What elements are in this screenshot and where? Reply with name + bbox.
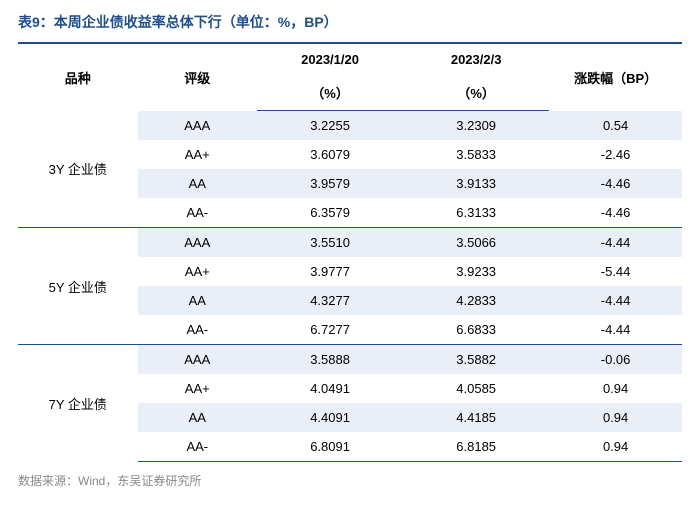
cell-rating: AAA xyxy=(138,228,258,258)
cell-value-1: 3.9579 xyxy=(257,169,403,198)
cell-value-2: 4.4185 xyxy=(403,403,549,432)
data-source: 数据来源：Wind，东吴证券研究所 xyxy=(18,472,682,489)
cell-value-2: 6.8185 xyxy=(403,432,549,462)
col-date2-unit: （%） xyxy=(403,75,549,111)
cell-value-2: 3.9133 xyxy=(403,169,549,198)
cell-value-2: 3.2309 xyxy=(403,111,549,141)
cell-value-2: 3.5066 xyxy=(403,228,549,258)
group-label: 5Y 企业债 xyxy=(18,228,138,345)
cell-rating: AA+ xyxy=(138,374,258,403)
cell-rating: AA+ xyxy=(138,140,258,169)
cell-rating: AA- xyxy=(138,198,258,228)
table-row: 7Y 企业债AAA3.58883.5882-0.06 xyxy=(18,345,682,375)
col-change: 涨跌幅（BP） xyxy=(549,43,682,111)
cell-value-1: 4.3277 xyxy=(257,286,403,315)
cell-change: 0.94 xyxy=(549,432,682,462)
cell-rating: AA xyxy=(138,169,258,198)
cell-value-1: 6.3579 xyxy=(257,198,403,228)
col-date1: 2023/1/20 xyxy=(257,43,403,75)
cell-change: 0.54 xyxy=(549,111,682,141)
col-variety: 品种 xyxy=(18,43,138,111)
cell-value-1: 3.9777 xyxy=(257,257,403,286)
cell-value-2: 3.9233 xyxy=(403,257,549,286)
cell-rating: AA- xyxy=(138,432,258,462)
cell-change: -4.46 xyxy=(549,169,682,198)
col-rating: 评级 xyxy=(138,43,258,111)
table-title: 表9：本周企业债收益率总体下行（单位：%，BP） xyxy=(18,12,682,32)
cell-value-2: 4.2833 xyxy=(403,286,549,315)
cell-change: -4.44 xyxy=(549,228,682,258)
cell-value-1: 3.5888 xyxy=(257,345,403,375)
table-body: 3Y 企业债AAA3.22553.23090.54AA+3.60793.5833… xyxy=(18,111,682,462)
cell-value-1: 4.4091 xyxy=(257,403,403,432)
cell-value-1: 6.7277 xyxy=(257,315,403,345)
group-label: 7Y 企业债 xyxy=(18,345,138,462)
cell-rating: AA xyxy=(138,403,258,432)
cell-change: -4.46 xyxy=(549,198,682,228)
cell-value-1: 3.2255 xyxy=(257,111,403,141)
table-row: 5Y 企业债AAA3.55103.5066-4.44 xyxy=(18,228,682,258)
cell-value-2: 3.5882 xyxy=(403,345,549,375)
source-value: Wind，东吴证券研究所 xyxy=(78,474,201,488)
cell-rating: AA- xyxy=(138,315,258,345)
cell-rating: AAA xyxy=(138,111,258,141)
table-header: 品种 评级 2023/1/20 2023/2/3 涨跌幅（BP） （%） （%） xyxy=(18,43,682,111)
cell-value-2: 4.0585 xyxy=(403,374,549,403)
cell-value-2: 3.5833 xyxy=(403,140,549,169)
cell-change: -4.44 xyxy=(549,315,682,345)
cell-value-1: 4.0491 xyxy=(257,374,403,403)
col-date2: 2023/2/3 xyxy=(403,43,549,75)
cell-rating: AA+ xyxy=(138,257,258,286)
cell-value-2: 6.3133 xyxy=(403,198,549,228)
group-label: 3Y 企业债 xyxy=(18,111,138,228)
cell-value-1: 6.8091 xyxy=(257,432,403,462)
cell-change: -5.44 xyxy=(549,257,682,286)
col-date1-unit: （%） xyxy=(257,75,403,111)
cell-change: -2.46 xyxy=(549,140,682,169)
cell-rating: AAA xyxy=(138,345,258,375)
cell-change: -0.06 xyxy=(549,345,682,375)
cell-change: 0.94 xyxy=(549,374,682,403)
cell-value-1: 3.5510 xyxy=(257,228,403,258)
cell-change: -4.44 xyxy=(549,286,682,315)
table-row: 3Y 企业债AAA3.22553.23090.54 xyxy=(18,111,682,141)
cell-value-2: 6.6833 xyxy=(403,315,549,345)
source-label: 数据来源： xyxy=(18,474,78,488)
cell-rating: AA xyxy=(138,286,258,315)
cell-value-1: 3.6079 xyxy=(257,140,403,169)
yield-table: 品种 评级 2023/1/20 2023/2/3 涨跌幅（BP） （%） （%）… xyxy=(18,42,682,462)
cell-change: 0.94 xyxy=(549,403,682,432)
